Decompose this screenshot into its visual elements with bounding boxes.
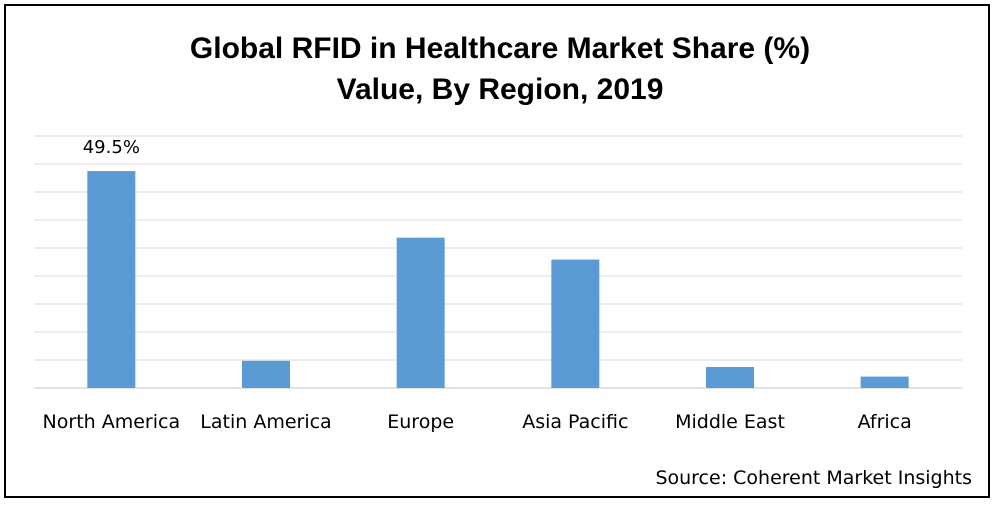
bar-europe (396, 237, 445, 388)
category-label: Latin America (200, 411, 331, 433)
labels: North America 49.5% Latin America Europe Asi… (43, 137, 912, 433)
category-label: Middle East (675, 411, 785, 433)
bars (87, 171, 909, 388)
category-label: Asia Pacific (522, 411, 628, 433)
chart-title-line-2: Value, By Region, 2019 (336, 73, 664, 106)
bar-middle-east (706, 366, 754, 388)
gridlines (34, 135, 962, 389)
category-label: Europe (387, 411, 454, 433)
bar-latin-america (242, 360, 290, 388)
bar-north-america (87, 171, 136, 388)
data-label: 49.5% (83, 137, 140, 158)
category-label: Africa (858, 411, 912, 433)
bar-asia-pacific (551, 259, 600, 388)
category-label: North America (43, 411, 181, 433)
chart-frame (4, 4, 990, 498)
source-note: Source: Coherent Market Insights (655, 467, 972, 489)
bar-africa (860, 376, 909, 388)
chart-title-line-1: Global RFID in Healthcare Market Share (… (189, 32, 811, 65)
